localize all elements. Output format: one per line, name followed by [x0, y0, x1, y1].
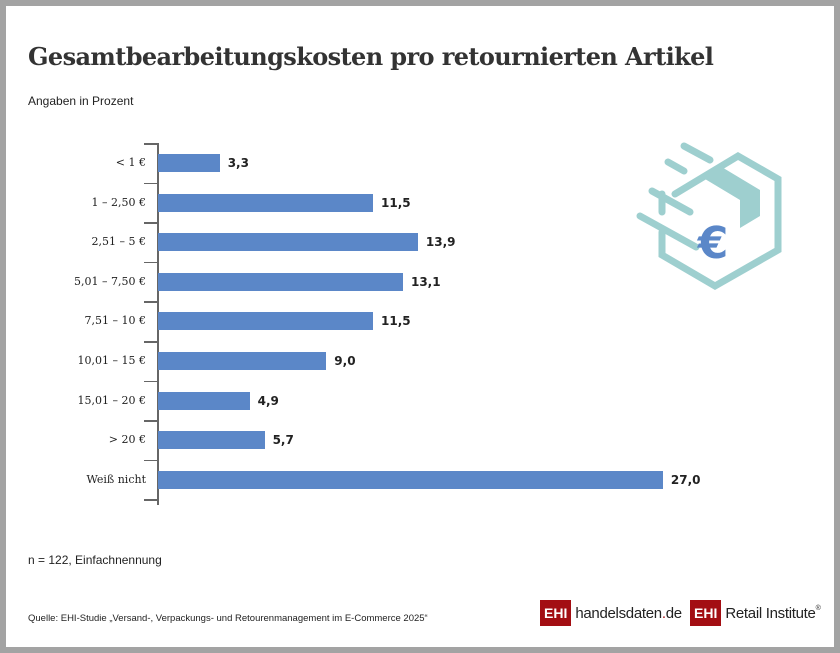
- bar: [158, 233, 418, 252]
- bar: [158, 352, 327, 370]
- category-label: 2,51 – 5 €: [91, 235, 146, 249]
- axis-tick: [144, 222, 158, 224]
- y-axis: [157, 143, 159, 505]
- value-label: 13,1: [410, 274, 441, 289]
- category-label: 5,01 – 7,50 €: [74, 274, 146, 288]
- chart-card: Gesamtbearbeitungskosten pro retourniert…: [6, 6, 834, 647]
- bar: [158, 431, 265, 450]
- ehi-logo-box: EHI: [540, 600, 572, 626]
- category-label: > 20 €: [108, 433, 146, 447]
- axis-tick: [144, 499, 158, 501]
- bar: [158, 391, 250, 410]
- bar: [158, 272, 403, 291]
- retail-institute-text: Retail Institute®: [725, 604, 821, 622]
- bar: [158, 312, 374, 331]
- category-label: < 1 €: [115, 156, 146, 169]
- value-label: 11,5: [381, 195, 411, 210]
- source-note: Quelle: EHI-Studie „Versand-, Verpackung…: [28, 613, 428, 624]
- chart-title: Gesamtbearbeitungskosten pro retourniert…: [28, 42, 714, 71]
- handelsdaten-text: handelsdaten.de: [575, 604, 682, 622]
- bar: [158, 154, 220, 172]
- value-label: 13,9: [425, 235, 456, 250]
- chart-subtitle: Angaben in Prozent: [28, 94, 134, 108]
- bar: [158, 470, 663, 489]
- value-label: 27,0: [670, 472, 701, 487]
- category-label: 7,51 – 10 €: [84, 314, 146, 328]
- axis-tick: [144, 301, 158, 303]
- value-label: 3,3: [227, 156, 249, 170]
- category-label: 15,01 – 20 €: [77, 393, 146, 407]
- category-label: 1 – 2,50 €: [91, 195, 146, 209]
- sample-note: n = 122, Einfachnennung: [28, 553, 162, 567]
- bar: [158, 193, 374, 212]
- axis-tick: [144, 341, 158, 343]
- axis-tick: [144, 459, 158, 462]
- value-label: 4,9: [257, 393, 279, 408]
- value-label: 11,5: [381, 314, 411, 329]
- euro-icon: €: [697, 218, 729, 269]
- axis-tick: [144, 380, 158, 383]
- axis-tick: [144, 420, 158, 422]
- ehi-logo-box: EHI: [690, 600, 722, 626]
- axis-tick: [144, 182, 158, 185]
- handelsdaten-logo[interactable]: EHI handelsdaten.de: [540, 600, 682, 626]
- value-label: 5,7: [272, 433, 294, 448]
- euro-package-icon: €: [636, 142, 782, 291]
- retail-institute-logo[interactable]: EHI Retail Institute®: [690, 600, 821, 626]
- value-label: 9,0: [334, 354, 356, 368]
- category-label: Weiß nicht: [86, 472, 146, 486]
- axis-tick: [144, 143, 158, 145]
- category-label: 10,01 – 15 €: [77, 354, 146, 367]
- axis-tick: [144, 261, 158, 264]
